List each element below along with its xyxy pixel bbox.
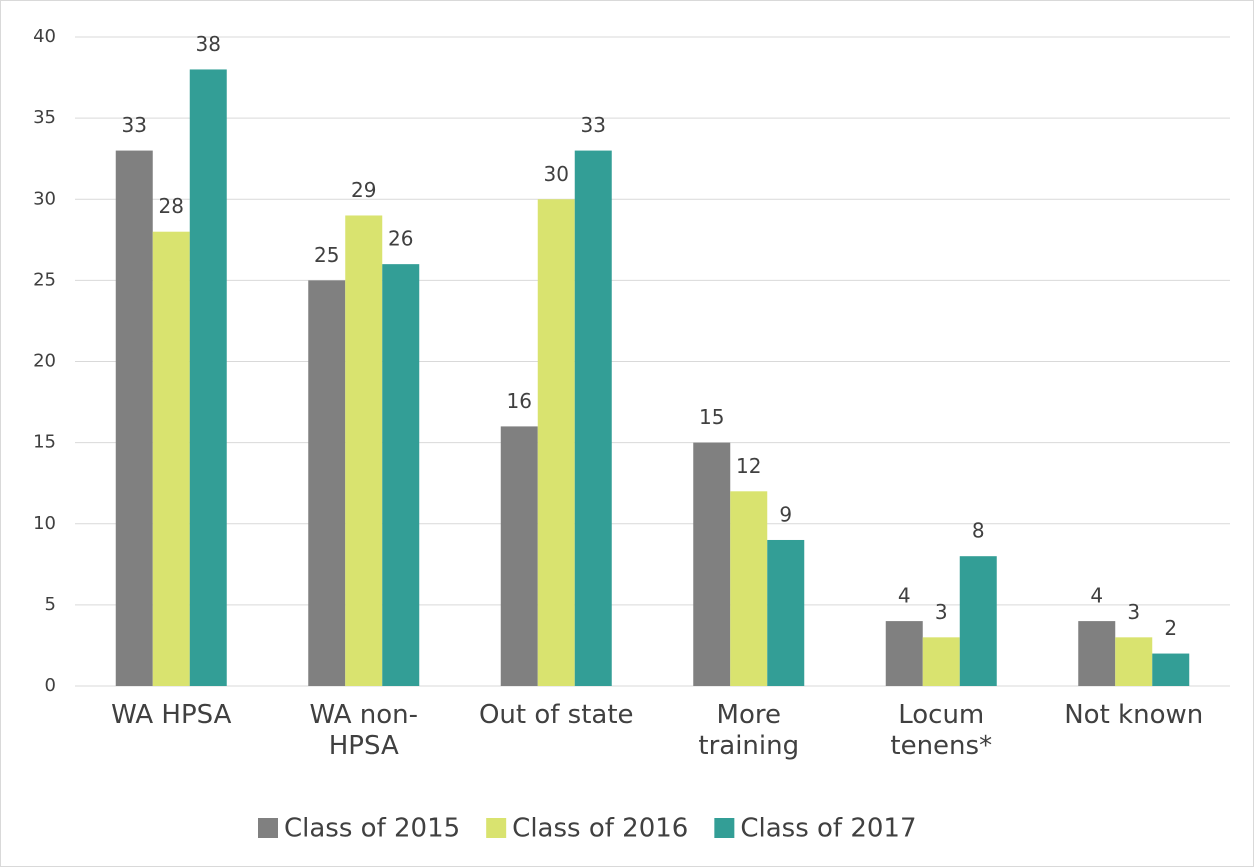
x-tick-label: WA HPSA [111,700,232,730]
bar [1152,653,1190,686]
data-label: 30 [544,162,569,186]
data-label: 2 [1164,616,1177,640]
x-tick-label: Locum tenens* [890,700,993,761]
y-tick-label: 20 [33,351,56,372]
data-label: 12 [736,454,761,478]
x-tick-label: Out of state [478,700,634,730]
bar [885,621,923,686]
bar [308,280,346,686]
data-label: 26 [388,227,413,251]
data-label: 8 [972,519,985,543]
data-label: 33 [122,113,147,137]
data-label: 25 [314,243,339,267]
x-tick-label: Not known [1064,700,1204,730]
legend-label: Class of 2016 [512,814,688,844]
y-tick-label: 30 [33,188,56,209]
data-label: 28 [159,194,184,218]
bar [345,215,383,686]
bar [574,150,612,686]
bar [382,264,420,686]
y-tick-label: 35 [33,107,56,128]
bar [189,69,227,686]
bar [767,539,805,686]
bar [693,442,731,686]
bar [500,426,538,686]
data-label: 3 [1127,600,1140,624]
y-tick-label: 5 [45,594,56,615]
legend-swatch [486,818,507,838]
x-tick-label: WA non-HPSA [309,700,419,761]
y-tick-label: 40 [33,26,56,47]
data-label: 38 [196,32,221,56]
data-label: 15 [699,405,724,429]
data-label: 4 [1090,584,1103,608]
data-label: 33 [581,113,606,137]
bar [959,556,997,686]
legend-swatch [714,818,735,838]
data-label: 16 [507,389,532,413]
legend-label: Class of 2017 [740,814,916,844]
y-tick-label: 25 [33,269,56,290]
data-label: 29 [351,178,376,202]
legend-label: Class of 2015 [284,814,460,844]
y-tick-label: 0 [45,675,56,696]
data-label: 4 [898,584,911,608]
bar [730,491,768,686]
bar [537,199,575,686]
bar [115,150,153,686]
data-label: 3 [935,600,948,624]
bar [1078,621,1116,686]
bar [152,231,190,686]
x-tick-label: More training [698,700,800,761]
y-tick-label: 10 [33,513,56,534]
legend-swatch [258,818,278,838]
y-tick-label: 15 [33,432,56,453]
bar [922,637,960,686]
bar [1115,637,1153,686]
data-label: 9 [779,502,792,526]
